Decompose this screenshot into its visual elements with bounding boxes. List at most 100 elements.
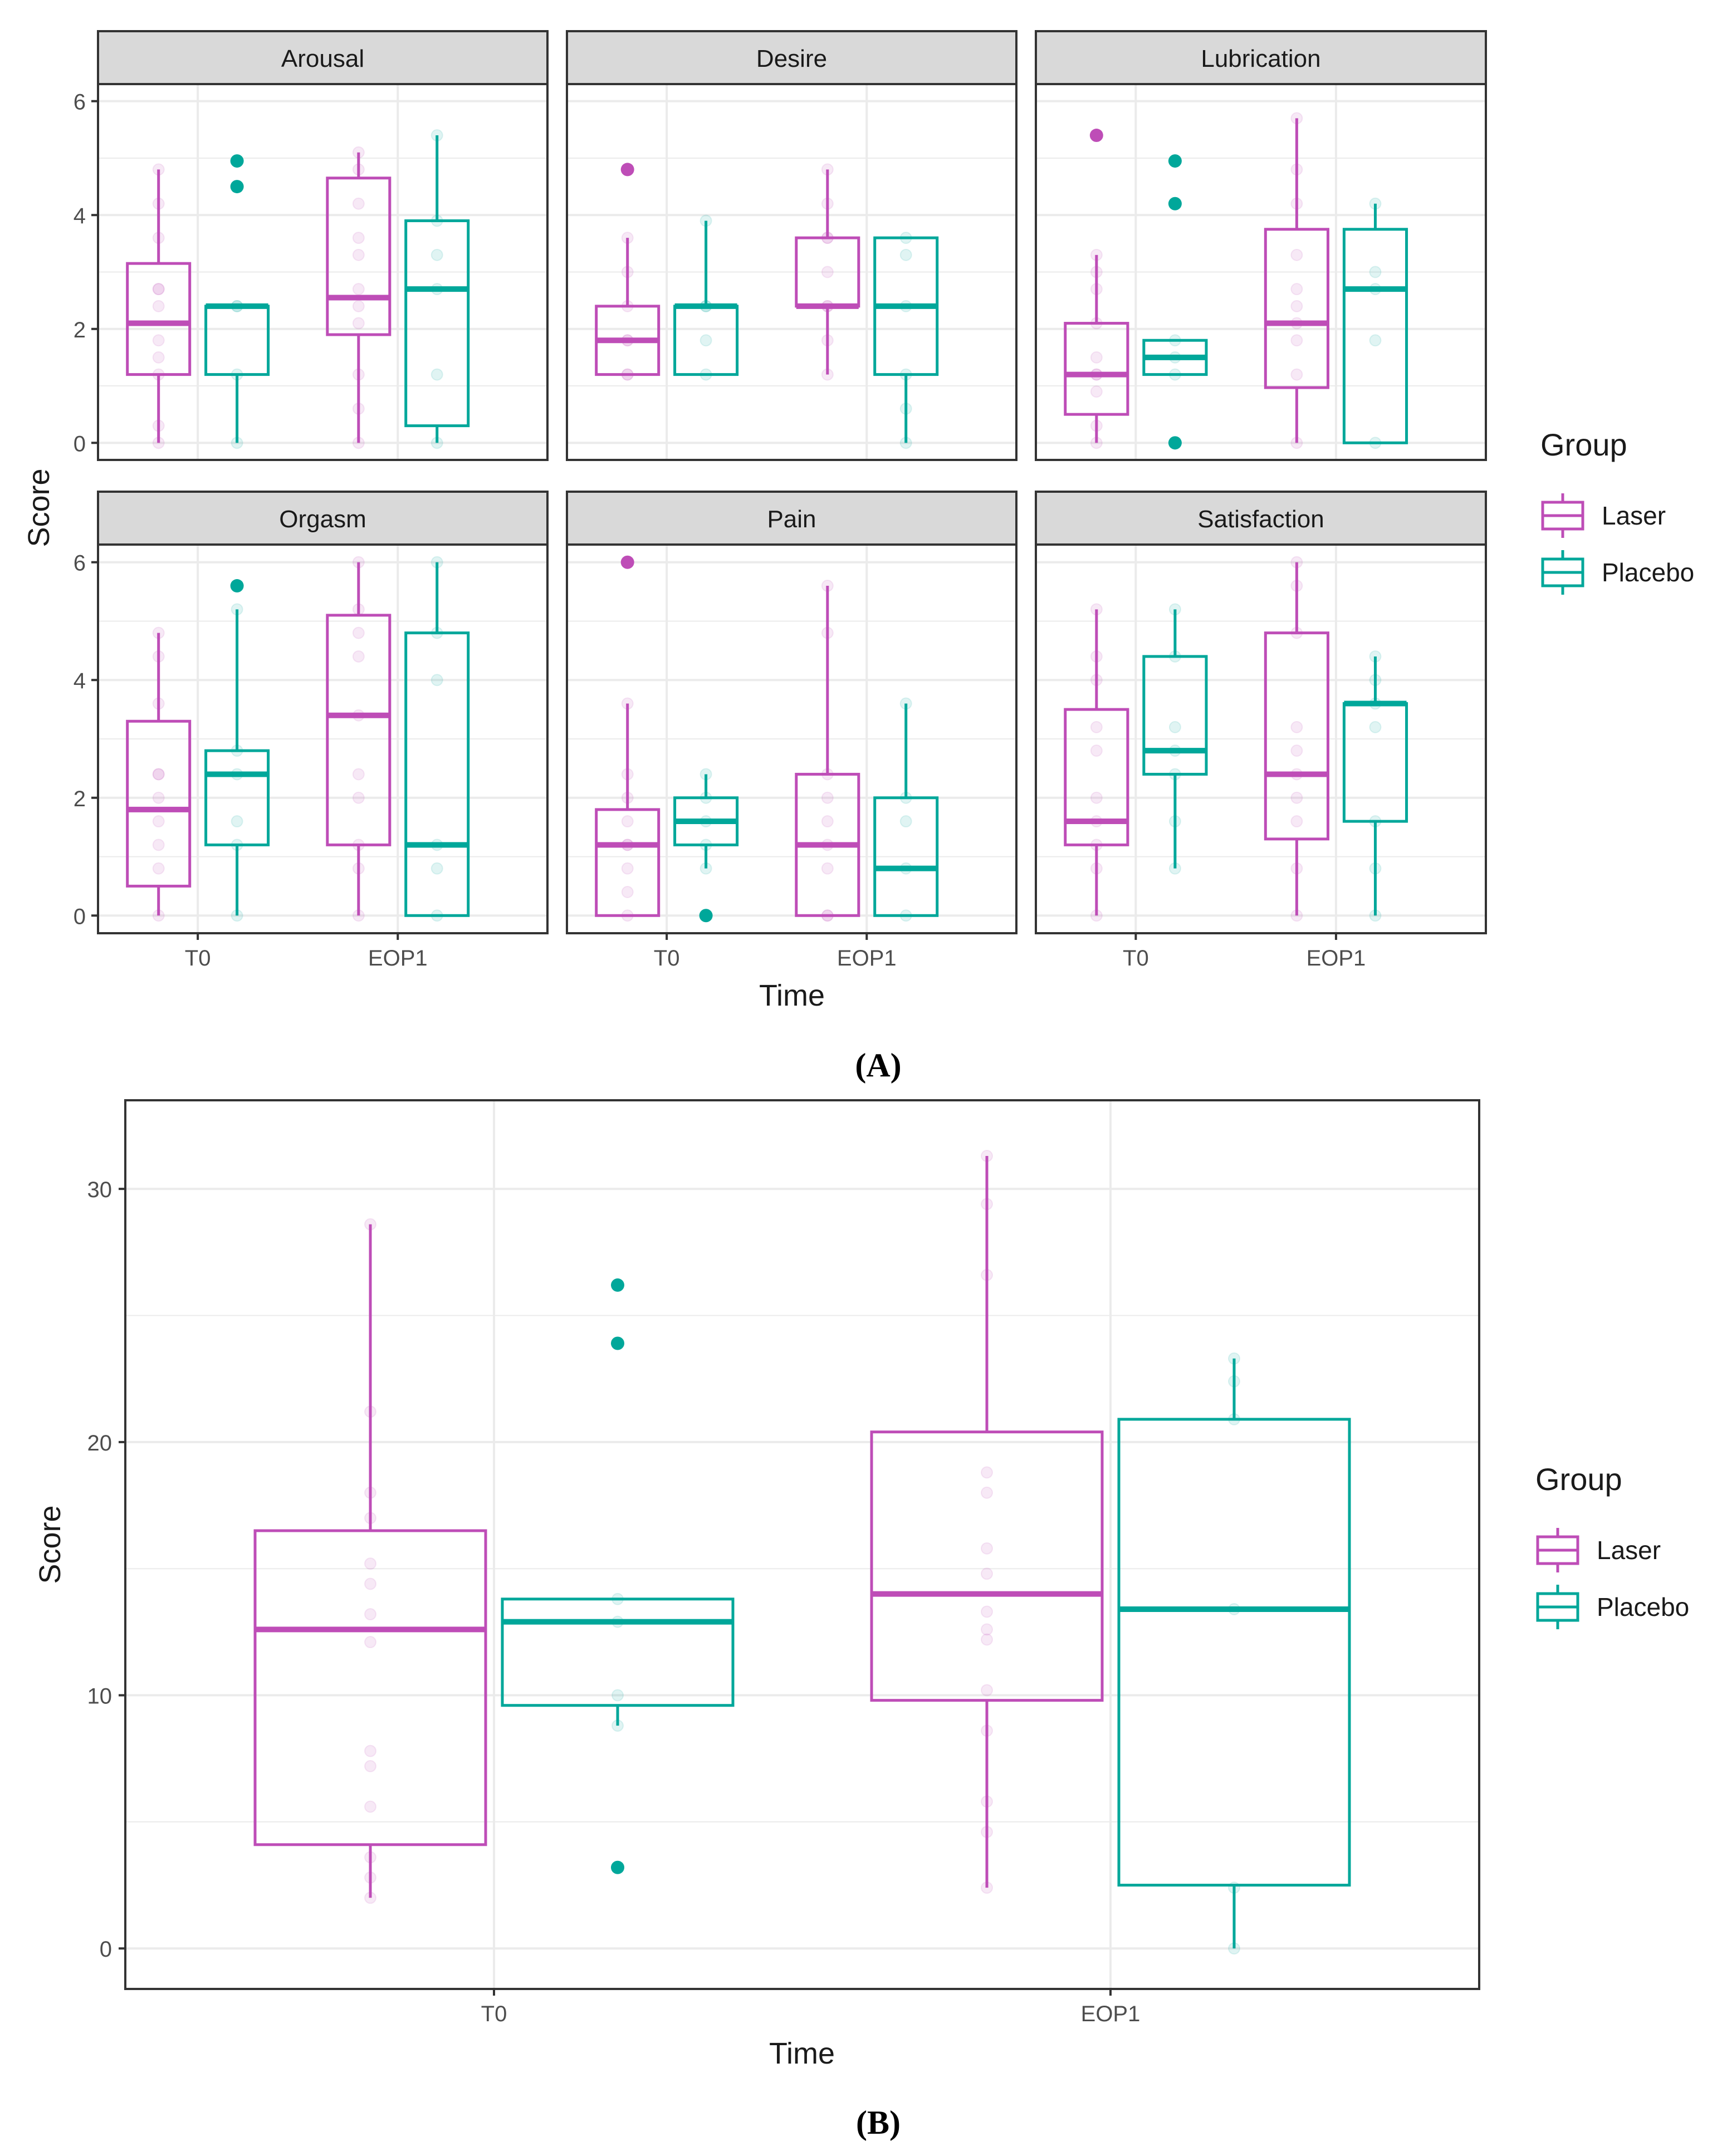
facet-arousal-box-eop1-placebo-point xyxy=(430,368,443,381)
facet-lubrication-box-eop1-laser-point xyxy=(1290,283,1303,296)
facet-arousal-box-eop1-laser xyxy=(326,146,392,449)
facet-satisfaction-box-t0-laser-point xyxy=(1090,744,1103,757)
facet-lubrication-box-t0-laser-point xyxy=(1090,385,1103,398)
facet-pain-box-t0-laser-point xyxy=(621,885,634,898)
facet-pain-box-eop1-laser-point xyxy=(821,862,834,875)
chart-b-y-axis-title: Score xyxy=(33,1505,67,1584)
chart-b-x-tick-label-eop1: EOP1 xyxy=(1081,2002,1141,2026)
facet-arousal-box-t0-placebo xyxy=(204,154,270,449)
y-tick-label: 0 xyxy=(74,904,86,929)
facet-satisfaction: Satisfaction T0 EOP1 xyxy=(1035,491,1487,971)
facet-orgasm-box-eop1-laser-point xyxy=(352,768,365,781)
chart-b-box-eop1-laser-point xyxy=(981,1623,993,1636)
y-tick-label: 4 xyxy=(74,669,86,693)
chart-b-panel-border xyxy=(124,1099,1480,1990)
facet-lubrication: Lubrication xyxy=(1035,30,1487,461)
facet-pain-box-t0-laser-point xyxy=(621,815,634,828)
facet-arousal-box-t0-laser-point xyxy=(152,283,165,296)
x-tick-label-t0: T0 xyxy=(654,946,680,971)
chart-b-box-eop1-placebo-rect xyxy=(1117,1418,1351,1887)
facet-lubrication-box-t0-laser-point xyxy=(1090,351,1103,364)
chart-b-box-eop1-laser-point xyxy=(981,1684,993,1697)
chart-b-x-axis-title: Time xyxy=(769,2037,835,2070)
chart-b-box-eop1-laser-point xyxy=(981,1605,993,1618)
facet-lubrication-box-eop1-laser-point xyxy=(1290,368,1303,381)
facet-orgasm-box-t0-laser-point xyxy=(152,815,165,828)
facet-satisfaction-box-eop1-laser-point xyxy=(1290,744,1303,757)
facet-satisfaction-box-t0-laser-point xyxy=(1090,791,1103,804)
facet-desire-box-t0-laser-outlier xyxy=(620,163,634,177)
facet-lubrication-box-eop1-laser-rect xyxy=(1264,228,1329,389)
facet-lubrication-box-eop1-placebo xyxy=(1342,197,1408,449)
facet-satisfaction-box-eop1-laser-point xyxy=(1290,721,1303,733)
figure-label-a: (A) xyxy=(855,1047,901,1084)
facet-orgasm-box-eop1-laser-point xyxy=(352,626,365,639)
chart-b-box-t0-laser-point xyxy=(364,1557,376,1570)
facet-satisfaction-box-t0-placebo-rect xyxy=(1142,655,1208,776)
chart-b-plot-area xyxy=(125,1100,1479,1989)
chart-b-box-t0-laser-point xyxy=(364,1745,376,1757)
facet-satisfaction-box-eop1-laser-point xyxy=(1290,815,1303,828)
chart-b-box-eop1-laser-point xyxy=(981,1542,993,1555)
facet-lubrication-box-eop1-placebo-point xyxy=(1369,266,1382,278)
facet-orgasm: Orgasm 0 2 4 6 T0 EOP1 xyxy=(74,491,549,971)
facet-pain-box-eop1-laser-point xyxy=(821,815,834,828)
facet-arousal-box-eop1-laser-point xyxy=(352,300,365,312)
facet-orgasm-box-eop1-placebo xyxy=(404,556,470,922)
facet-pain-box-eop1-laser xyxy=(795,580,860,922)
facet-strip-arousal xyxy=(97,30,549,85)
facet-orgasm-box-t0-laser-point xyxy=(152,839,165,851)
facet-orgasm-box-t0-laser xyxy=(126,626,192,922)
facet-desire-box-eop1-laser xyxy=(795,163,860,381)
facet-lubrication-box-eop1-laser-point xyxy=(1290,300,1303,312)
facet-arousal-box-t0-laser-rect xyxy=(126,262,192,376)
facet-arousal-box-t0-placebo-outlier xyxy=(230,180,244,194)
facet-arousal-box-eop1-placebo-point xyxy=(430,248,443,261)
chart-a-legend-label-placebo: Placebo xyxy=(1602,558,1694,587)
facet-arousal-box-eop1-laser-point xyxy=(352,197,365,210)
facet-lubrication-box-t0-placebo-outlier xyxy=(1168,436,1182,450)
chart-b-box-t0-laser-point xyxy=(364,1800,376,1813)
facet-desire: Desire xyxy=(566,30,1017,461)
facet-title-orgasm: Orgasm xyxy=(279,506,366,533)
y-tick-label: 2 xyxy=(74,787,86,811)
facet-lubrication-box-eop1-laser-point xyxy=(1290,334,1303,347)
facet-arousal-box-t0-laser-point xyxy=(152,351,165,364)
chart-a-legend-title: Group xyxy=(1540,427,1627,462)
chart-b-box-t0-laser-point xyxy=(364,1636,376,1649)
facet-title-satisfaction: Satisfaction xyxy=(1197,506,1324,533)
facet-lubrication-box-eop1-placebo-rect xyxy=(1342,228,1408,444)
facet-lubrication-box-t0-placebo-outlier xyxy=(1168,197,1182,210)
chart-a: Arousal 0 2 4 6 Desire Lubrication Orgasm 0 2 4 6 T0… xyxy=(22,30,1694,1012)
facet-orgasm-box-eop1-laser xyxy=(326,556,392,922)
facet-desire-box-t0-placebo xyxy=(673,214,739,381)
facet-arousal-box-t0-laser-point xyxy=(152,300,165,312)
facet-orgasm-box-t0-placebo-point xyxy=(231,815,243,828)
facet-arousal-box-eop1-laser-point xyxy=(352,283,365,296)
facet-orgasm-box-t0-laser-point xyxy=(152,862,165,875)
facet-strip-pain xyxy=(566,491,1017,546)
facet-satisfaction-box-eop1-placebo xyxy=(1342,650,1408,922)
facet-arousal-box-t0-laser xyxy=(126,163,192,449)
chart-b-box-t0-laser xyxy=(253,1218,487,1904)
chart-a-legend-key-placebo xyxy=(1541,550,1584,595)
chart-b-box-eop1-laser-point xyxy=(981,1633,993,1646)
chart-a-legend-key-laser xyxy=(1541,493,1584,538)
chart-b-box-t0-placebo-outlier xyxy=(611,1860,624,1874)
chart-b-box-t0-placebo-outlier xyxy=(611,1278,624,1292)
facet-pain-box-t0-laser-rect xyxy=(595,808,661,917)
chart-b-legend-key-laser xyxy=(1536,1528,1579,1572)
facet-title-pain: Pain xyxy=(767,506,816,533)
chart-b-box-eop1-laser xyxy=(870,1150,1104,1894)
chart-b-box-eop1-laser-point xyxy=(981,1486,993,1499)
facet-lubrication-box-t0-laser xyxy=(1064,129,1129,449)
facet-satisfaction-box-t0-placebo-point xyxy=(1168,721,1181,733)
chart-b-box-t0-placebo-outlier xyxy=(611,1336,624,1350)
x-axis-title: Time xyxy=(759,979,825,1012)
facet-title-arousal: Arousal xyxy=(281,45,364,72)
x-tick-label-t0: T0 xyxy=(185,946,211,971)
figure-label-b: (B) xyxy=(856,2104,901,2141)
facet-lubrication-box-eop1-laser xyxy=(1264,112,1329,449)
facet-arousal-box-eop1-placebo xyxy=(404,129,470,449)
facet-strip-orgasm xyxy=(97,491,549,546)
